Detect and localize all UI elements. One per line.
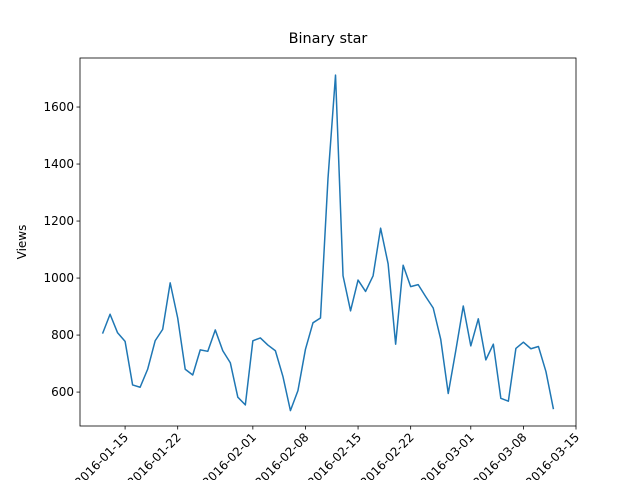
y-tick-label: 1400	[43, 157, 74, 171]
y-tick-label: 600	[51, 385, 74, 399]
chart-title: Binary star	[289, 31, 368, 47]
y-tick-label: 800	[51, 328, 74, 342]
y-axis-label: Views	[15, 225, 29, 260]
y-tick-label: 1000	[43, 271, 74, 285]
y-tick-label: 1600	[43, 100, 74, 114]
line	[101, 74, 555, 412]
axes-frame	[79, 57, 577, 427]
y-tick-label: 1200	[43, 214, 74, 228]
